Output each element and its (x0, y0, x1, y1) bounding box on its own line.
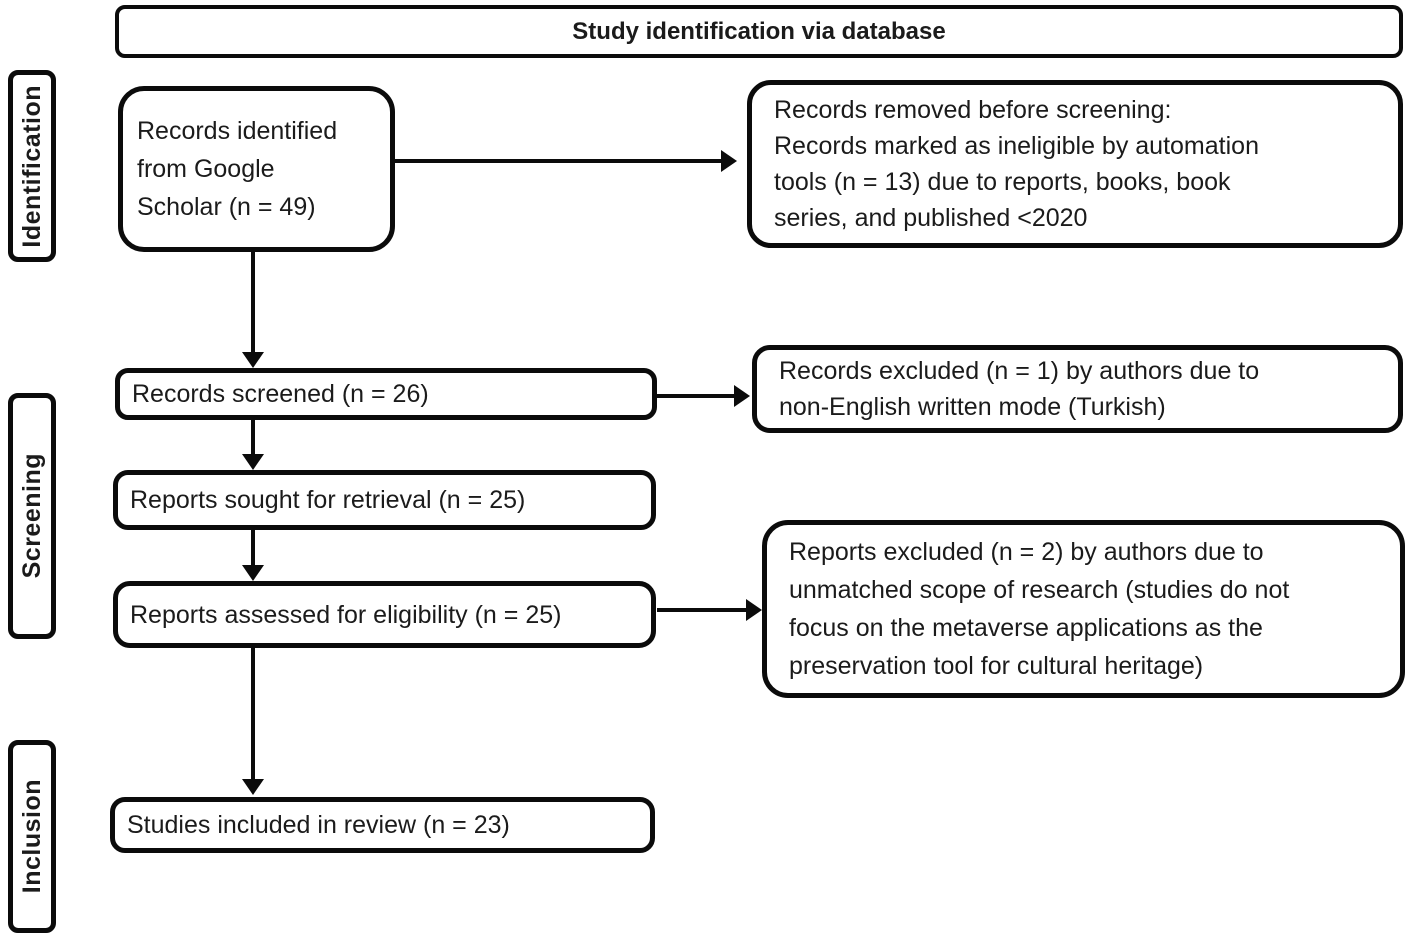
node-reports-excluded-text: Reports excluded (n = 2) by authors due … (789, 538, 1290, 680)
node-reports-assessed: Reports assessed for eligibility (n = 25… (113, 581, 656, 648)
phase-label-inclusion-text: Inclusion (17, 779, 46, 894)
arrow-right-icon (657, 608, 746, 612)
arrow-right-icon (393, 159, 721, 163)
arrow-right-icon (657, 394, 734, 398)
banner-title: Study identification via database (572, 17, 946, 45)
node-records-removed-text: Records removed before screening: Record… (774, 96, 1259, 232)
arrow-down-icon (251, 648, 255, 779)
node-studies-included: Studies included in review (n = 23) (110, 797, 655, 853)
node-reports-sought-text: Reports sought for retrieval (n = 25) (130, 486, 526, 514)
node-reports-excluded: Reports excluded (n = 2) by authors due … (762, 520, 1405, 698)
node-records-identified: Records identified from Google Scholar (… (118, 86, 395, 252)
phase-label-screening-text: Screening (17, 453, 46, 579)
phase-label-identification: Identification (8, 70, 56, 262)
banner-study-identification: Study identification via database (115, 5, 1403, 58)
node-records-screened-text: Records screened (n = 26) (132, 380, 429, 408)
node-records-screened: Records screened (n = 26) (115, 368, 657, 420)
phase-label-identification-text: Identification (17, 84, 46, 248)
arrow-down-icon (251, 530, 255, 565)
node-reports-sought: Reports sought for retrieval (n = 25) (113, 470, 656, 530)
node-records-removed: Records removed before screening: Record… (747, 80, 1403, 248)
node-reports-assessed-text: Reports assessed for eligibility (n = 25… (130, 600, 562, 629)
phase-label-inclusion: Inclusion (8, 740, 56, 933)
node-records-excluded: Records excluded (n = 1) by authors due … (752, 345, 1403, 433)
phase-label-screening: Screening (8, 393, 56, 639)
node-records-excluded-text: Records excluded (n = 1) by authors due … (779, 357, 1260, 421)
arrow-down-icon (251, 420, 255, 454)
arrow-down-icon (251, 251, 255, 352)
node-studies-included-text: Studies included in review (n = 23) (127, 811, 510, 839)
node-records-identified-text: Records identified from Google Scholar (… (137, 117, 338, 221)
